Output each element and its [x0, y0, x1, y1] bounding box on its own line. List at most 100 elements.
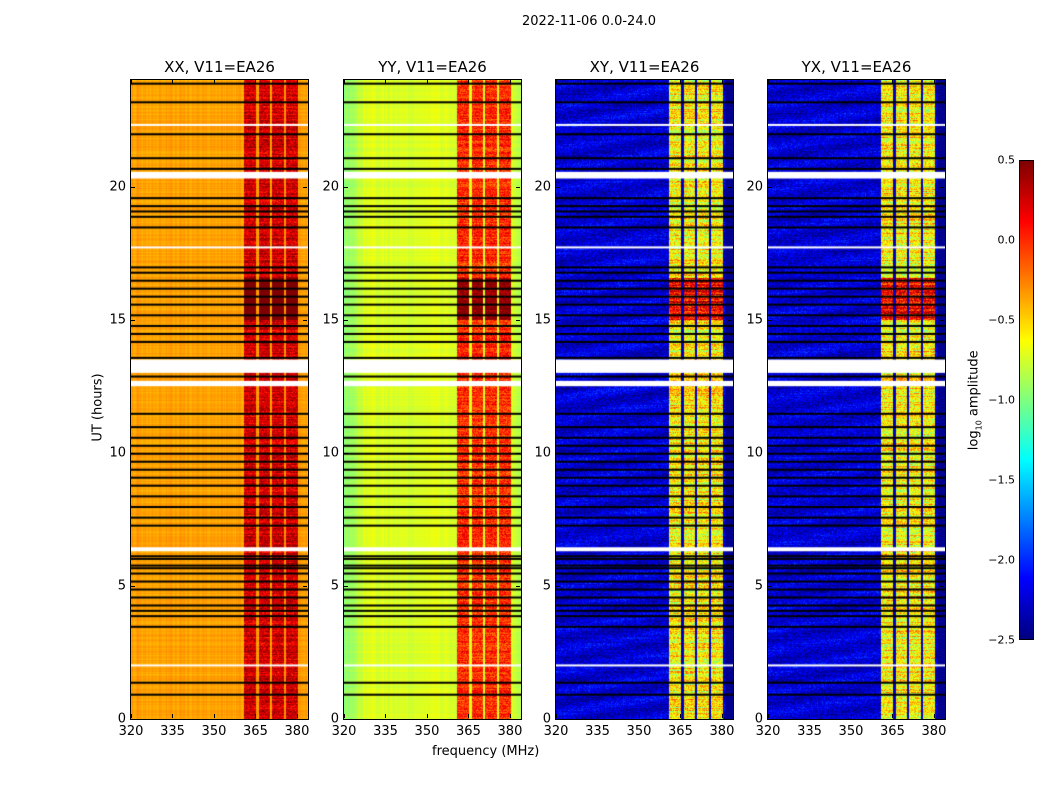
- x-tick: [556, 714, 557, 718]
- y-tick-label: 20: [534, 179, 551, 194]
- y-tick: [131, 719, 135, 720]
- x-tick-label: 365: [456, 724, 481, 739]
- y-tick: [728, 452, 732, 454]
- y-tick-label: 5: [754, 578, 763, 594]
- x-tick: [597, 80, 599, 84]
- x-tick: [426, 80, 428, 84]
- colorbar-tick-label: −2.0: [988, 553, 1015, 567]
- panel-title: YY, V11=EA26: [378, 58, 487, 76]
- y-tick-label: 15: [322, 312, 339, 328]
- x-tick: [385, 714, 387, 718]
- x-tick: [933, 80, 935, 84]
- y-tick-label: 5: [117, 578, 126, 594]
- y-tick-label: 15: [534, 312, 551, 328]
- y-tick-label: 20: [322, 179, 339, 194]
- y-tick: [940, 452, 944, 454]
- x-tick-label: 380: [284, 724, 310, 739]
- y-tick: [940, 719, 944, 720]
- x-tick-label: 335: [585, 724, 610, 739]
- x-tick: [768, 80, 769, 84]
- y-tick: [768, 719, 772, 720]
- x-tick: [255, 80, 257, 84]
- x-tick: [638, 714, 640, 718]
- x-tick-label: 365: [668, 724, 693, 739]
- x-tick-label: 335: [160, 724, 185, 739]
- colorbar-tick-label: −1.5: [988, 473, 1015, 487]
- x-tick: [680, 80, 682, 84]
- y-tick: [344, 186, 348, 188]
- x-tick-label: 350: [626, 724, 652, 739]
- heatmap-image: [131, 80, 308, 719]
- colorbar-tick-label: −0.5: [988, 313, 1015, 327]
- x-tick-label: 350: [838, 724, 864, 739]
- x-tick: [296, 714, 298, 718]
- colorbar-tick-label: 0.5: [997, 153, 1016, 167]
- y-tick: [728, 719, 732, 720]
- y-tick-label: 15: [746, 312, 763, 328]
- figure-title: 2022-11-06 0.0-24.0: [522, 14, 656, 29]
- x-tick: [809, 714, 811, 718]
- x-tick: [255, 714, 257, 718]
- x-tick: [468, 714, 470, 718]
- colorbar-label: log10 amplitude: [966, 350, 984, 451]
- y-tick: [768, 452, 772, 454]
- y-tick: [303, 186, 307, 188]
- y-tick-label: 0: [754, 711, 763, 727]
- y-tick: [556, 319, 560, 321]
- y-tick: [556, 452, 560, 454]
- x-tick: [721, 80, 723, 84]
- y-tick: [940, 186, 944, 188]
- y-tick-label: 0: [330, 711, 339, 727]
- x-tick-label: 380: [709, 724, 735, 739]
- x-tick-label: 380: [921, 724, 947, 739]
- y-tick: [556, 719, 560, 720]
- x-tick-label: 335: [797, 724, 822, 739]
- x-tick-label: 365: [880, 724, 905, 739]
- x-tick: [213, 714, 215, 718]
- y-tick: [768, 585, 772, 587]
- x-tick: [385, 80, 387, 84]
- axes-frame: [130, 79, 309, 720]
- y-tick: [516, 319, 520, 321]
- y-tick: [940, 585, 944, 587]
- axes-frame: [343, 79, 522, 720]
- y-tick: [768, 319, 772, 321]
- axes-frame: [767, 79, 946, 720]
- x-tick-label: 320: [331, 724, 357, 739]
- colorbar-tick-label: 0.0: [997, 233, 1016, 247]
- x-tick-label: 320: [543, 724, 569, 739]
- x-tick: [597, 714, 599, 718]
- x-tick: [172, 714, 174, 718]
- x-tick-label: 320: [118, 724, 144, 739]
- y-tick: [516, 585, 520, 587]
- y-tick: [556, 585, 560, 587]
- x-tick: [426, 714, 428, 718]
- x-tick: [933, 714, 935, 718]
- y-tick-label: 20: [109, 179, 126, 194]
- y-tick: [131, 319, 135, 321]
- y-tick-label: 5: [542, 578, 551, 594]
- x-tick: [172, 80, 174, 84]
- y-tick-label: 20: [746, 179, 763, 194]
- x-tick-label: 320: [755, 724, 781, 739]
- y-tick: [303, 719, 307, 720]
- y-axis-label: UT (hours): [90, 373, 106, 442]
- y-tick: [728, 319, 732, 321]
- colorbar-tick-label: −2.5: [988, 633, 1015, 647]
- x-tick-label: 350: [414, 724, 440, 739]
- waterfall-panel-xy: XY, V11=EA26 0 5 10 15 20 320 335 350 365 380: [534, 58, 734, 739]
- x-tick: [638, 80, 640, 84]
- y-tick: [728, 186, 732, 188]
- y-tick: [516, 186, 520, 188]
- y-tick: [344, 452, 348, 454]
- y-tick: [344, 319, 348, 321]
- y-tick: [303, 585, 307, 587]
- y-tick-label: 10: [322, 445, 339, 461]
- y-tick: [131, 186, 135, 188]
- x-tick: [850, 714, 852, 718]
- x-tick-label: 365: [243, 724, 268, 739]
- x-tick-label: 380: [497, 724, 523, 739]
- y-tick: [768, 186, 772, 188]
- x-tick: [892, 80, 894, 84]
- x-tick: [680, 714, 682, 718]
